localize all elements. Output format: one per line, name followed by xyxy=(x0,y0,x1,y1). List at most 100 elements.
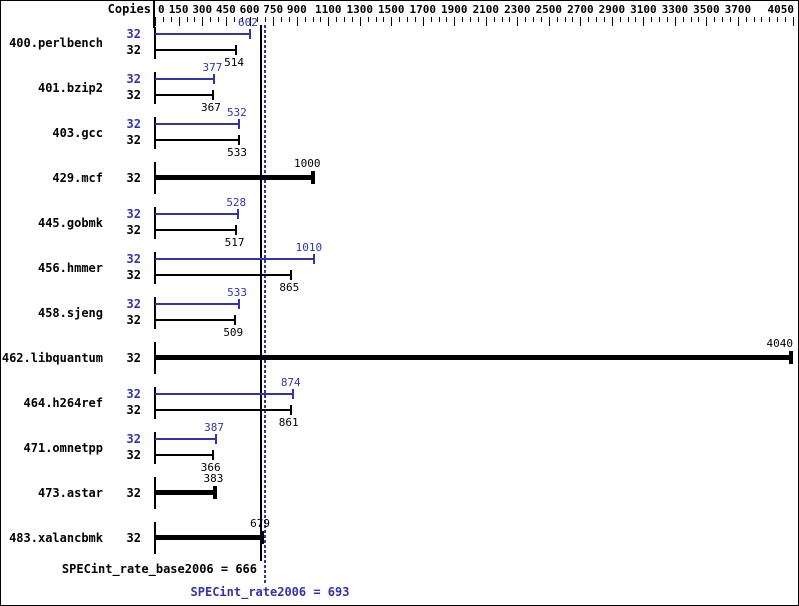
result-bar-base xyxy=(155,139,239,141)
axis-tick xyxy=(242,17,243,22)
axis-tick-label: 2300 xyxy=(504,3,531,16)
value-label: 1010 xyxy=(295,241,323,254)
benchmark-label: 458.sjeng xyxy=(37,306,103,320)
axis-tick-label: 1700 xyxy=(409,3,437,16)
copies-label: 32 xyxy=(126,313,141,327)
axis-tick xyxy=(691,17,692,22)
summary-base-rate: SPECint_rate_base2006 = 666 xyxy=(61,562,257,576)
axis-tick xyxy=(604,17,605,22)
axis-tick xyxy=(313,17,314,22)
axis-tick xyxy=(360,17,361,26)
axis-tick-label: 3500 xyxy=(693,3,720,16)
axis-tick xyxy=(730,17,731,22)
axis-tick xyxy=(761,17,762,22)
axis-tick xyxy=(683,17,684,22)
result-bar-peak xyxy=(155,438,216,440)
axis-tick-label: 3100 xyxy=(630,3,657,16)
axis-tick xyxy=(163,17,164,22)
bar-start-cap xyxy=(154,297,156,329)
axis-tick xyxy=(320,17,321,22)
copies-label: 32 xyxy=(126,531,141,545)
axis-tick xyxy=(399,17,400,22)
axis-tick xyxy=(210,17,211,22)
result-bar-peak xyxy=(155,123,239,125)
axis-tick xyxy=(336,17,337,22)
copies-label: 32 xyxy=(126,27,141,41)
axis-tick xyxy=(620,17,621,22)
axis-tick-label: 1900 xyxy=(441,3,468,16)
value-label: 509 xyxy=(223,326,244,339)
axis-tick xyxy=(502,17,503,22)
bar-end-cap xyxy=(213,74,216,84)
bar-end-cap xyxy=(211,90,214,100)
result-bar-base xyxy=(155,409,291,411)
axis-tick xyxy=(517,17,518,26)
axis-tick xyxy=(738,17,739,26)
value-label: 514 xyxy=(224,56,244,69)
bar-start-cap xyxy=(154,207,156,239)
bar-end-cap xyxy=(211,450,214,460)
axis-tick xyxy=(549,17,550,26)
bar-start-cap xyxy=(154,27,156,59)
copies-label: 32 xyxy=(126,72,141,86)
copies-label: 32 xyxy=(126,117,141,131)
axis-tick xyxy=(194,17,195,22)
result-bar-single xyxy=(155,535,262,540)
axis-tick xyxy=(486,17,487,26)
axis-tick-label: 150 xyxy=(168,3,189,16)
result-bar-single xyxy=(155,355,792,360)
benchmark-label: 471.omnetpp xyxy=(23,441,103,455)
bar-end-cap xyxy=(313,254,316,264)
reference-line-peak xyxy=(264,25,266,584)
axis-tick xyxy=(612,17,613,26)
axis-tick xyxy=(628,17,629,22)
bar-end-cap xyxy=(234,45,237,55)
bar-end-cap xyxy=(291,389,294,399)
axis-tick xyxy=(376,17,377,22)
axis-tick xyxy=(368,17,369,22)
copies-label: 32 xyxy=(126,387,141,401)
axis-tick xyxy=(454,17,455,26)
value-label: 4040 xyxy=(766,337,794,350)
result-bar-base xyxy=(155,319,236,321)
bar-start-cap xyxy=(154,252,156,284)
copies-label: 32 xyxy=(126,448,141,462)
axis-tick xyxy=(470,17,471,22)
copies-label: 32 xyxy=(126,486,141,500)
bar-end-cap xyxy=(234,315,237,325)
copies-label: 32 xyxy=(126,252,141,266)
axis-tick xyxy=(328,17,329,26)
axis-tick xyxy=(667,17,668,22)
axis-tick-label: 900 xyxy=(286,3,307,16)
benchmark-label: 445.gobmk xyxy=(37,216,103,230)
axis-tick xyxy=(785,17,786,22)
value-label: 366 xyxy=(200,461,221,474)
copies-label: 32 xyxy=(126,297,141,311)
copies-label: 32 xyxy=(126,432,141,446)
axis-tick-label: 4050 xyxy=(767,3,795,16)
bar-end-cap xyxy=(235,225,238,235)
result-bar-base xyxy=(155,454,213,456)
copies-label: 32 xyxy=(126,88,141,102)
axis-tick xyxy=(588,17,589,22)
axis-tick xyxy=(218,17,219,22)
axis-tick xyxy=(305,17,306,22)
axis-tick xyxy=(423,17,424,26)
bar-start-cap xyxy=(154,72,156,104)
axis-separator-line xyxy=(153,1,155,28)
result-bar-peak xyxy=(155,33,250,35)
axis-tick xyxy=(171,17,172,22)
value-label: 679 xyxy=(250,517,270,530)
axis-tick xyxy=(525,17,526,22)
copies-label: 32 xyxy=(126,268,141,282)
copies-label: 32 xyxy=(126,403,141,417)
axis-tick-label: 2100 xyxy=(472,3,500,16)
result-bar-base xyxy=(155,49,236,51)
value-label: 602 xyxy=(237,16,258,29)
axis-tick xyxy=(635,17,636,22)
axis-tick xyxy=(352,17,353,22)
copies-label: 32 xyxy=(126,171,141,185)
value-label: 533 xyxy=(227,146,247,159)
result-bar-base xyxy=(155,94,213,96)
result-bar-base xyxy=(155,229,237,231)
